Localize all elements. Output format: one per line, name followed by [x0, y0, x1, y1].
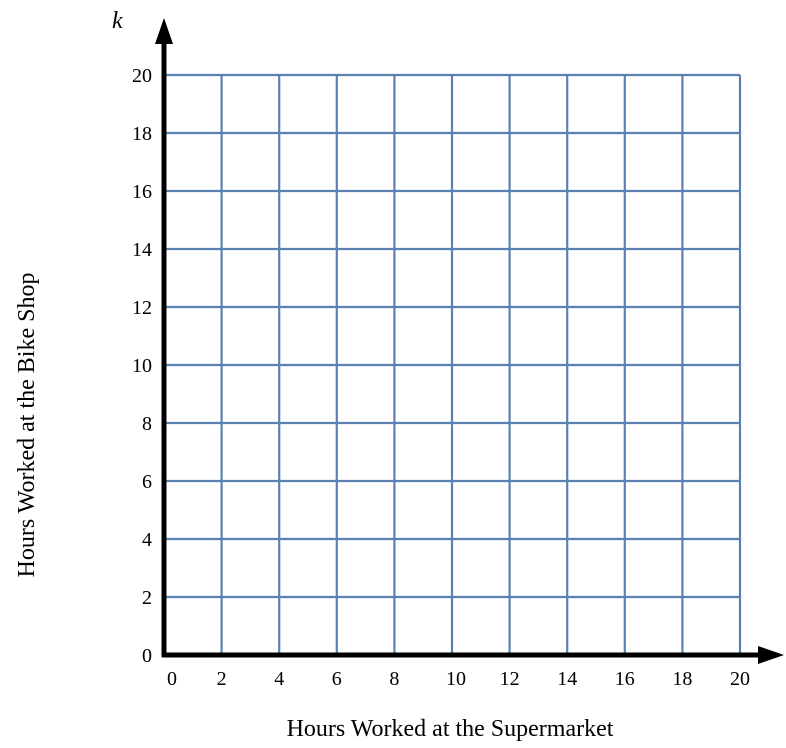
y-axis-arrow	[155, 18, 173, 44]
x-tick-label: 6	[332, 668, 342, 690]
x-tick-label: 14	[557, 668, 577, 690]
x-tick-label: 16	[615, 668, 635, 690]
x-axis-arrow	[758, 646, 784, 664]
y-tick-labels: 0 2 4 6 8 10 12 14 16 18 20	[132, 65, 152, 667]
x-tick-label: 18	[672, 668, 692, 690]
x-tick-label: 12	[500, 668, 520, 690]
y-tick-label: 10	[132, 355, 152, 377]
y-tick-label: 8	[142, 413, 152, 435]
grid-lines	[164, 73, 742, 655]
x-tick-label: 8	[389, 668, 399, 690]
x-tick-label: 0	[167, 668, 177, 690]
y-tick-label: 14	[132, 239, 152, 261]
x-tick-labels: 0 2 4 6 8 10 12 14 16 18 20	[167, 668, 750, 690]
x-tick-label: 10	[446, 668, 466, 690]
x-tick-label: 2	[217, 668, 227, 690]
y-tick-label: 2	[142, 587, 152, 609]
y-tick-label: 6	[142, 471, 152, 493]
x-tick-label: 20	[730, 668, 750, 690]
y-tick-label: 20	[132, 65, 152, 87]
x-tick-label: 4	[274, 668, 284, 690]
y-axis-title: Hours Worked at the Bike Shop	[14, 273, 40, 578]
y-tick-label: 16	[132, 181, 152, 203]
y-tick-label: 18	[132, 123, 152, 145]
y-variable-label: k	[112, 8, 123, 34]
y-tick-label: 4	[142, 529, 152, 551]
axes	[155, 18, 784, 664]
y-tick-label: 0	[142, 645, 152, 667]
y-tick-label: 12	[132, 297, 152, 319]
x-axis-title: Hours Worked at the Supermarket	[287, 716, 614, 742]
